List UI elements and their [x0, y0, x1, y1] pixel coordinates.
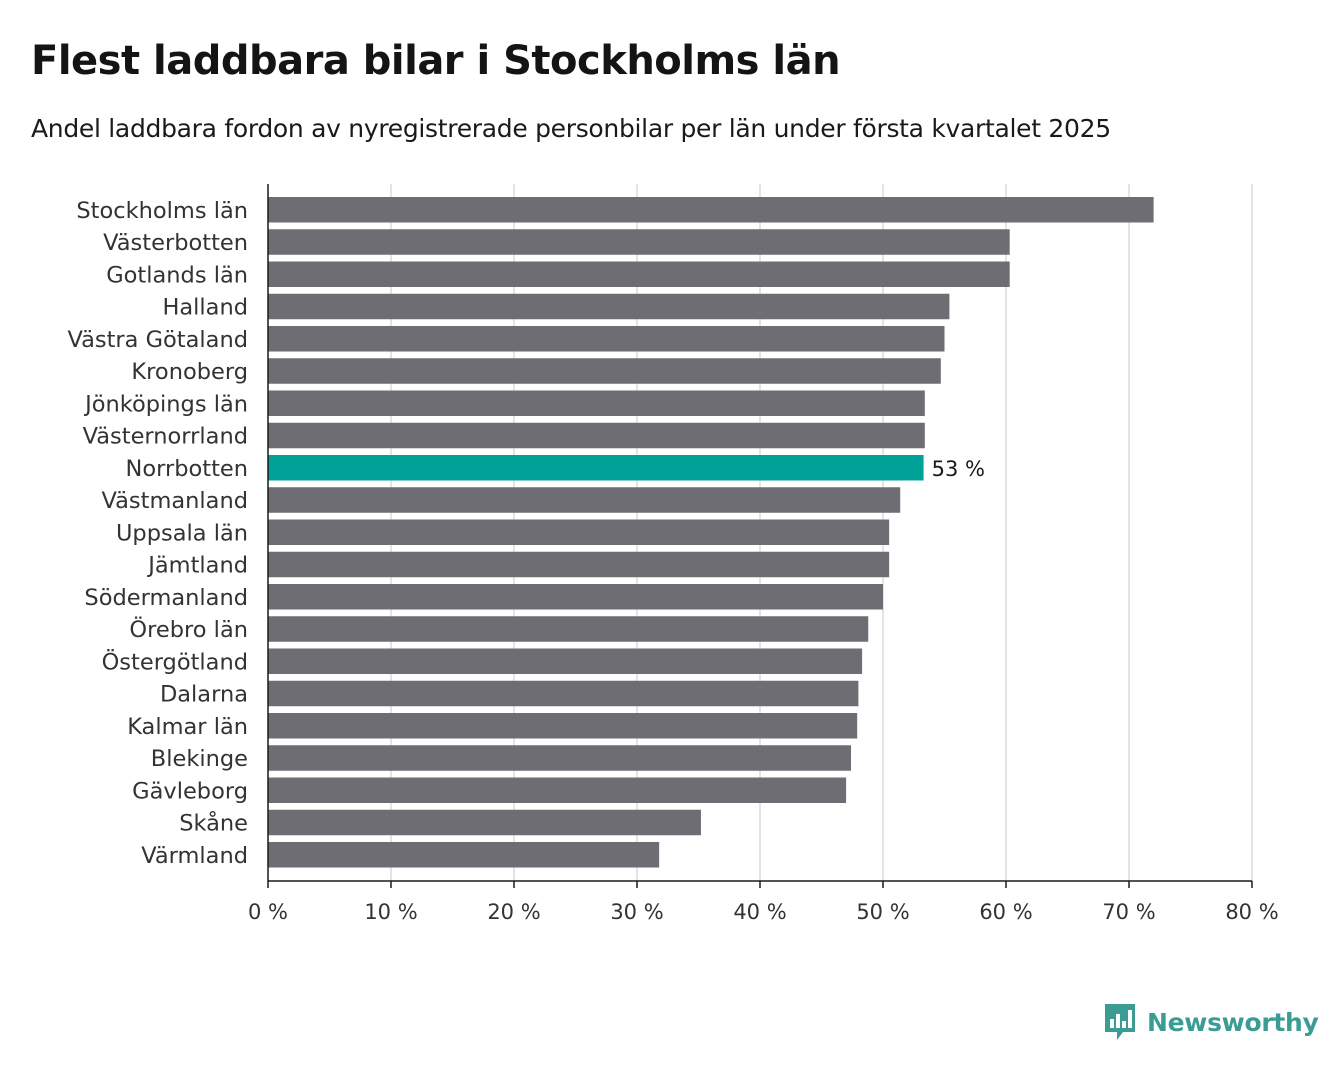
- category-label: Gotlands län: [106, 262, 248, 288]
- bar: [268, 809, 701, 836]
- bar: [268, 519, 890, 545]
- bar: [268, 616, 869, 642]
- bar: [268, 229, 1010, 255]
- category-label: Västmanland: [101, 488, 248, 514]
- chart-subtitle: Andel laddbara fordon av nyregistrerade …: [31, 114, 1111, 143]
- bar: [268, 197, 1154, 223]
- bar: [268, 326, 945, 352]
- category-label: Uppsala län: [116, 520, 248, 546]
- data-label: 53 %: [932, 457, 985, 481]
- category-label: Gävleborg: [132, 778, 248, 804]
- newsworthy-chart-bubble-icon: [1105, 1004, 1135, 1040]
- newsworthy-logo: Newsworthy: [1103, 1002, 1319, 1042]
- bar: [268, 648, 863, 674]
- category-label: Västerbotten: [103, 230, 248, 256]
- category-label: Blekinge: [151, 746, 248, 772]
- x-tick-label: 30 %: [610, 900, 663, 924]
- bar: [268, 422, 925, 449]
- category-label: Västernorrland: [83, 424, 248, 450]
- bar: [268, 261, 1010, 287]
- x-tick-label: 40 %: [733, 900, 786, 924]
- category-labels: Stockholms län Västerbotten Gotlands län Ha…: [67, 198, 248, 869]
- bars: 53 %: [268, 197, 1154, 868]
- category-label: Jämtland: [146, 553, 248, 579]
- category-label: Södermanland: [84, 585, 248, 611]
- category-label: Kronoberg: [131, 359, 248, 385]
- bar: [268, 713, 858, 739]
- bar: [268, 390, 925, 416]
- brand-name: Newsworthy: [1147, 1007, 1319, 1037]
- category-label: Kalmar län: [127, 714, 248, 740]
- category-label: Dalarna: [160, 682, 248, 708]
- bar: [268, 777, 847, 803]
- bar: [268, 745, 852, 771]
- category-label: Norrbotten: [126, 456, 249, 482]
- category-label: Örebro län: [129, 615, 248, 643]
- x-tick-label: 60 %: [979, 900, 1032, 924]
- category-label: Västra Götaland: [67, 327, 248, 353]
- x-tick-label: 0 %: [248, 900, 288, 924]
- x-tick-label: 80 %: [1225, 900, 1278, 924]
- category-label: Jönköpings län: [83, 391, 248, 417]
- bar: [268, 487, 901, 513]
- bar: [268, 293, 950, 320]
- bar: [268, 584, 883, 610]
- x-tick-label: 70 %: [1102, 900, 1155, 924]
- bar: [268, 358, 941, 384]
- bar: [268, 680, 859, 707]
- x-tick-label: 50 %: [856, 900, 909, 924]
- category-label: Stockholms län: [76, 198, 248, 224]
- category-label: Skåne: [179, 809, 248, 837]
- category-label: Östergötland: [102, 647, 248, 675]
- bar-highlighted: [268, 455, 924, 481]
- x-tick-label: 20 %: [487, 900, 540, 924]
- chart-title: Flest laddbara bilar i Stockholms län: [31, 38, 841, 84]
- category-label: Värmland: [141, 843, 248, 869]
- x-axis: 0 % 10 % 20 % 30 % 40 % 50 % 60 % 70 % 80 %: [248, 184, 1279, 924]
- category-label: Halland: [162, 295, 248, 321]
- bar: [268, 842, 660, 868]
- bar: [268, 551, 890, 578]
- x-tick-label: 10 %: [364, 900, 417, 924]
